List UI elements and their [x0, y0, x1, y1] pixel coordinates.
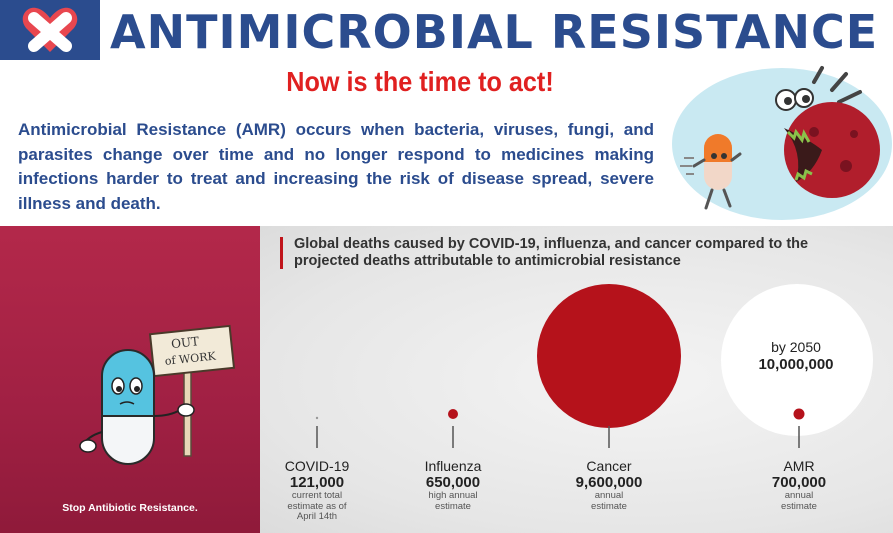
heart-x-logo-icon: [22, 7, 78, 52]
title-accent-bar: [280, 237, 283, 269]
cancer-bubble: [537, 284, 681, 428]
stop-antibiotic-resistance-poster: OUT of WORK Stop Antibiotic Resistance.: [0, 226, 260, 533]
projection-value: 10,000,000: [758, 356, 834, 373]
pill-chased-by-germ-illustration: [672, 66, 892, 220]
germ-icon: [775, 66, 880, 198]
amr-2050-bubble: [721, 284, 873, 436]
bubble-chart: [315, 284, 873, 448]
poster-caption: Stop Antibiotic Resistance.: [62, 502, 198, 514]
running-pill-icon: [680, 134, 742, 210]
sad-capsule-icon: [79, 349, 195, 465]
infographic-title: Global deaths caused by COVID-19, influe…: [294, 236, 809, 269]
covid-bubble: [315, 416, 319, 420]
sign-text-line1: OUT: [170, 334, 199, 351]
amr-label: AMR 700,000 annual estimate: [771, 458, 827, 512]
logo: [0, 0, 100, 60]
amr-bubble: [793, 408, 805, 420]
covid-label: COVID-19 121,000 current total estimate …: [284, 458, 350, 522]
influenza-label: Influenza 650,000 high annual estimate: [424, 458, 482, 512]
sign-text-line2: of WORK: [164, 350, 217, 368]
projection-year: by 2050: [771, 339, 821, 355]
page-subtitle: Now is the time to act!: [286, 66, 554, 97]
page-title: ANTIMICROBIAL RESISTANCE: [110, 5, 879, 59]
cancer-label: Cancer 9,600,000 annual estimate: [575, 458, 643, 512]
influenza-bubble: [448, 409, 458, 419]
amr-2050-projection: by 2050 10,000,000: [716, 338, 876, 374]
out-of-work-sign-icon: OUT of WORK: [148, 324, 236, 457]
intro-paragraph: Antimicrobial Resistance (AMR) occurs wh…: [18, 120, 654, 213]
deaths-comparison-infographic: Global deaths caused by COVID-19, influe…: [260, 226, 893, 533]
